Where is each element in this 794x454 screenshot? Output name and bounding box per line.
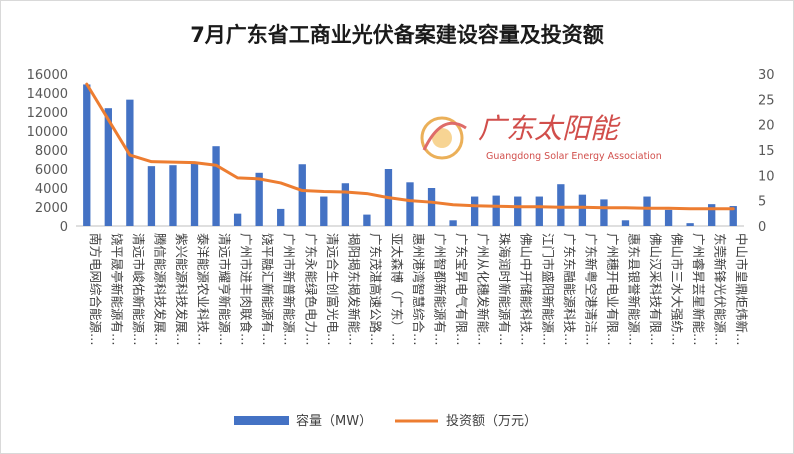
category-label: 腾信能源科技发展… [152,233,167,346]
bar [363,214,371,226]
category-label: 广州智都新能源有… [433,233,448,346]
category-label: 揭阳揭东揭发新能… [346,233,361,346]
category-label: 广州睿昇芸星新能… [691,233,706,346]
category-label: 江门市盛阳新能源… [540,233,555,346]
category-label: 佛山中开储能科技… [519,233,534,346]
bar [255,172,263,226]
category-label: 饶平融汇新能源有… [260,233,275,346]
bar [470,196,479,226]
category-label: 紫兴能源科技发展… [174,233,189,346]
bar [341,183,350,226]
bar [514,196,522,226]
chart-title: 7月广东省工商业光伏备案建设容量及投资额 [190,23,604,47]
left-tick-label: 10000 [27,125,68,140]
bar [578,194,587,226]
category-label: 惠州港湾智慧综合… [411,233,426,346]
category-label: 亚太森博（广东）… [389,233,404,346]
left-tick-label: 2000 [35,201,68,216]
bar [686,223,694,226]
logo-sun-icon [420,116,464,160]
right-tick-label: 10 [758,169,775,184]
bar [298,164,306,226]
right-tick-label: 15 [758,144,775,159]
left-tick-label: 0 [60,220,68,235]
bar [233,213,242,226]
bar [147,166,156,226]
category-label: 中山市皇鼎炬炜新… [734,233,749,346]
bar [621,220,630,226]
bar [277,208,285,226]
bar [557,184,565,226]
left-y-axis: 0 2000 4000 6000 8000 10000 12000 14000 16000 [27,68,68,235]
category-label: 珠海润时新能源有… [497,233,512,346]
category-label: 惠东县银誉新能源… [626,233,641,346]
bar [729,206,737,226]
bar [212,146,220,226]
legend-bar-label: 容量（MW） [296,413,372,429]
logo-name-cn: 广东太阳能 [478,112,621,145]
left-tick-label: 12000 [27,106,68,121]
bar [449,220,457,226]
category-label: 广州市进丰肉联食… [239,233,254,346]
bar [83,84,91,226]
bar [320,196,328,226]
bar [406,182,414,226]
right-tick-label: 0 [758,220,766,235]
left-tick-label: 16000 [27,68,68,83]
category-label: 佛山汉采科技有限… [648,233,663,346]
right-tick-label: 5 [758,195,766,210]
category-label: 佛山市三水大强纺… [670,233,685,346]
category-label: 广东永能绿色电力… [303,233,318,346]
category-label: 广东新粤空港清洁… [583,233,598,346]
category-label: 广州市新普新能源… [282,233,297,346]
bar [664,209,673,226]
association-logo: 广东太阳能 Guangdong Solar Energy Association [420,112,662,162]
category-label: 广州从化穗发新能… [476,233,491,346]
bar [427,188,436,226]
legend-bar-swatch [234,416,289,425]
left-tick-label: 6000 [35,163,68,178]
bar [104,108,112,226]
left-tick-label: 8000 [35,144,68,159]
right-y-axis: 0 5 10 15 20 25 30 [758,68,775,235]
bar [169,165,177,226]
category-labels: 南方电网综合能源… 饶平晟亭新能源有… 清远市峻佑新能源… 腾信能源科技发展… 紫兴能源… [88,233,749,346]
investment-line [85,82,735,211]
right-tick-label: 25 [758,93,775,108]
bar [600,199,608,226]
category-label: 南方电网综合能源… [88,233,103,346]
category-label: 东莞新锋光伏能源… [713,233,728,346]
bar-series [83,84,737,226]
bar [492,195,500,226]
category-label: 清远合生创富光电… [325,233,340,346]
bar [708,204,716,226]
right-tick-label: 30 [758,68,775,83]
category-label: 清远市峻佑新能源… [131,233,146,346]
logo-sun-core-icon [432,128,452,148]
left-tick-label: 14000 [27,87,68,102]
category-label: 广州穗开电业有限… [605,233,620,346]
category-label: 饶平晟亭新能源有… [109,233,124,346]
line-series [85,82,735,211]
category-label: 清远市耀亨新能源… [217,233,232,346]
category-label: 广东茂湛高速公路… [368,233,383,346]
right-tick-label: 20 [758,119,775,134]
category-label: 泰洋能源农业科技… [196,233,211,346]
legend: 容量（MW） 投资额（万元） [234,413,537,429]
bar [126,99,134,226]
bar [643,196,651,226]
category-label: 广东东融能源科技… [562,233,577,346]
legend-line-label: 投资额（万元） [446,413,537,429]
logo-swirl-icon [422,121,467,151]
bar [190,162,199,226]
left-tick-label: 4000 [35,182,68,197]
logo-name-en: Guangdong Solar Energy Association [486,151,662,162]
bar [535,196,543,226]
category-label: 广东宝昇电气有限… [454,233,469,346]
